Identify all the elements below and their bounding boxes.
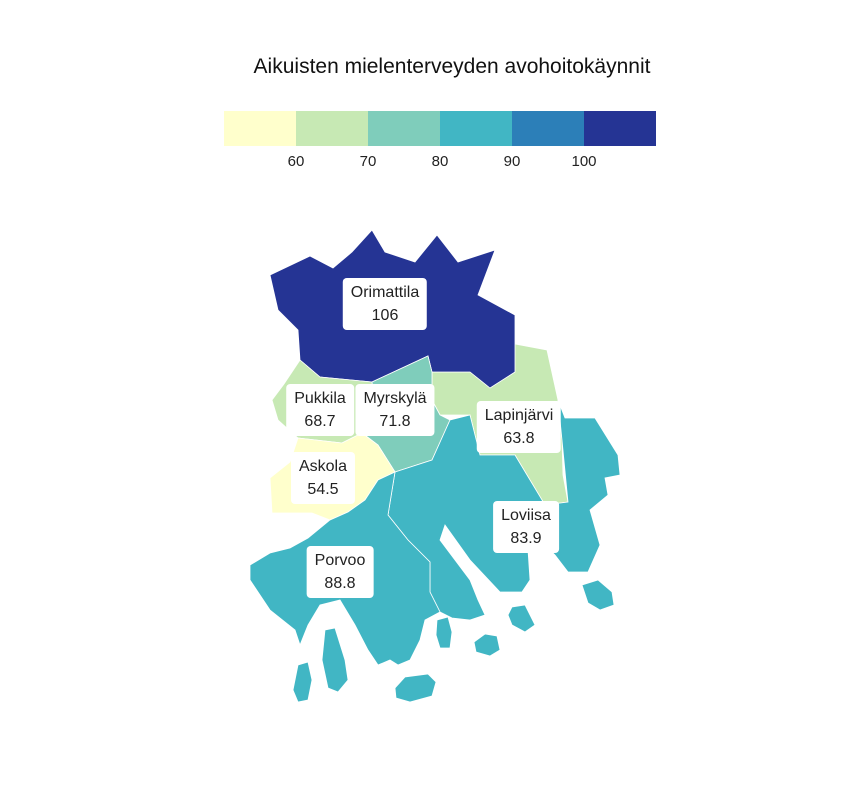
label-myrskyla-name: Myrskylä bbox=[363, 390, 427, 407]
island-loviisa-4 bbox=[435, 616, 453, 649]
color-legend bbox=[224, 111, 656, 146]
label-askola-name: Askola bbox=[298, 458, 348, 475]
legend-tick-90: 90 bbox=[503, 153, 521, 170]
label-porvoo-value: 88.8 bbox=[324, 575, 356, 592]
island-loviisa-1 bbox=[581, 579, 615, 611]
island-porvoo-2 bbox=[321, 627, 349, 693]
legend-swatch-4 bbox=[440, 111, 512, 146]
label-pukkila-name: Pukkila bbox=[294, 390, 346, 407]
label-lapinjarvi: Lapinjärvi 63.8 bbox=[476, 401, 562, 453]
label-orimattila-value: 106 bbox=[371, 307, 399, 324]
legend-tick-100: 100 bbox=[571, 153, 597, 170]
legend-tick-70: 70 bbox=[359, 153, 377, 170]
label-loviisa: Loviisa 83.9 bbox=[493, 501, 559, 553]
label-lapinjarvi-value: 63.8 bbox=[503, 430, 535, 447]
label-pukkila: Pukkila 68.7 bbox=[286, 384, 354, 436]
legend-ticks: 60 70 80 90 100 bbox=[0, 153, 864, 175]
label-loviisa-name: Loviisa bbox=[501, 507, 551, 524]
label-orimattila: Orimattila 106 bbox=[342, 278, 428, 330]
label-lapinjarvi-name: Lapinjärvi bbox=[484, 407, 554, 424]
island-porvoo-1 bbox=[394, 673, 437, 703]
legend-swatch-5 bbox=[512, 111, 584, 146]
label-porvoo: Porvoo 88.8 bbox=[306, 546, 374, 598]
label-loviisa-value: 83.9 bbox=[510, 530, 542, 547]
legend-swatch-3 bbox=[368, 111, 440, 146]
label-pukkila-value: 68.7 bbox=[304, 413, 336, 430]
map-title: Aikuisten mielenterveyden avohoitokäynni… bbox=[253, 55, 651, 78]
label-orimattila-name: Orimattila bbox=[350, 284, 420, 301]
island-porvoo-3 bbox=[292, 661, 313, 703]
island-loviisa-2 bbox=[507, 604, 536, 633]
label-myrskyla: Myrskylä 71.8 bbox=[355, 384, 435, 436]
legend-tick-60: 60 bbox=[287, 153, 305, 170]
legend-swatch-6 bbox=[584, 111, 656, 146]
label-askola: Askola 54.5 bbox=[290, 452, 356, 504]
island-loviisa-3 bbox=[473, 633, 501, 657]
legend-swatch-1 bbox=[224, 111, 296, 146]
legend-swatch-2 bbox=[296, 111, 368, 146]
label-porvoo-name: Porvoo bbox=[314, 552, 366, 569]
label-myrskyla-value: 71.8 bbox=[379, 413, 411, 430]
label-askola-value: 54.5 bbox=[307, 481, 339, 498]
legend-tick-80: 80 bbox=[431, 153, 449, 170]
